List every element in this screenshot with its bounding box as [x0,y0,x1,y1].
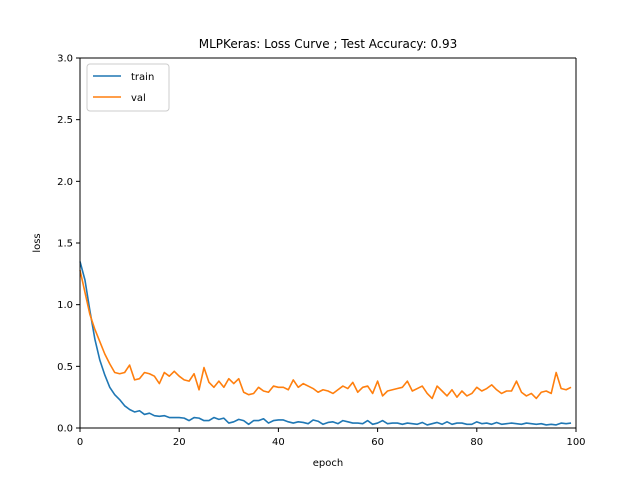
legend: train val [87,64,169,111]
y-axis-label: loss [32,233,43,252]
y-tick-label: 1.5 [57,239,73,250]
y-tick-label: 0.0 [57,424,73,435]
plot-area [80,58,576,428]
y-tick-label: 2.5 [57,115,73,126]
y-tick-label: 2.0 [57,177,73,188]
plot-background [80,58,576,428]
y-tick-label: 3.0 [57,54,73,65]
x-tick-label: 80 [470,437,483,448]
chart-title: MLPKeras: Loss Curve ; Test Accuracy: 0.… [199,37,457,51]
legend-label-val: val [131,93,146,104]
legend-box [87,64,169,111]
legend-label-train: train [131,72,154,83]
x-tick-label: 20 [173,437,186,448]
x-tick-label: 0 [77,437,83,448]
x-axis-label: epoch [313,458,343,469]
y-tick-label: 1.0 [57,300,73,311]
x-tick-label: 60 [371,437,384,448]
x-tick-label: 40 [272,437,285,448]
y-tick-label: 0.5 [57,362,73,373]
x-tick-label: 100 [566,437,585,448]
